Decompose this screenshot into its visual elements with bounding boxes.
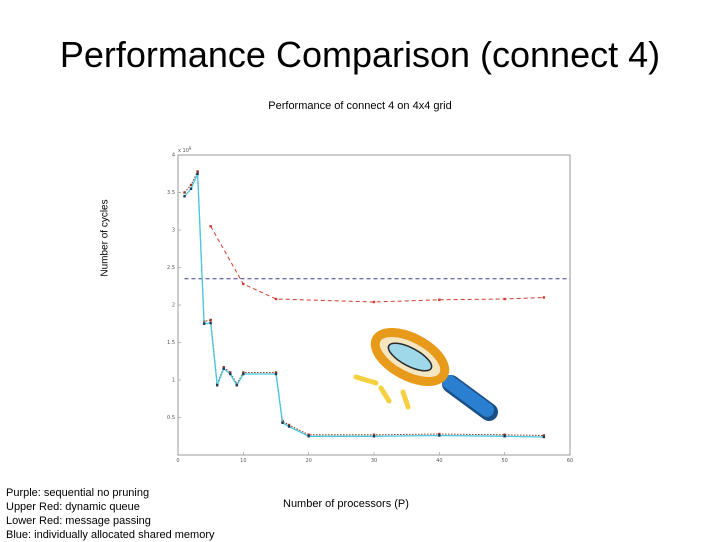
- data-point: [209, 318, 212, 322]
- chart-title: Performance of connect 4 on 4x4 grid: [268, 100, 452, 112]
- y-tick-label: 2: [172, 303, 175, 309]
- data-point: [183, 195, 186, 198]
- x-tick-label: 30: [371, 458, 377, 464]
- data-point: [281, 421, 284, 424]
- data-point: [189, 183, 193, 187]
- y-tick-label: 4: [172, 153, 175, 159]
- magnifier-handle: [442, 375, 494, 417]
- x-tick-label: 0: [176, 458, 179, 464]
- data-series: [183, 170, 570, 439]
- y-tick-label: 1: [172, 378, 175, 384]
- y-tick-label: 0.5: [167, 415, 175, 421]
- data-point: [209, 321, 212, 325]
- data-point: [372, 435, 376, 438]
- slide-title: Performance Comparison (connect 4): [59, 34, 661, 75]
- data-point: [503, 435, 506, 438]
- data-point: [189, 187, 193, 190]
- data-point: [438, 434, 441, 437]
- x-tick-label: 50: [501, 458, 507, 464]
- plot-frame: [177, 154, 571, 456]
- data-point: [287, 423, 291, 427]
- magnifying-glass-icon: [353, 328, 498, 421]
- data-point: [307, 435, 310, 438]
- series-line-red: [210, 226, 544, 303]
- x-tick-label: 10: [240, 458, 246, 464]
- series-line-blue: [184, 173, 544, 438]
- note-purple: Purple: sequential no pruning: [6, 487, 150, 499]
- data-point: [503, 433, 506, 436]
- data-point: [242, 282, 245, 286]
- data-point: [274, 371, 278, 374]
- data-point: [183, 191, 186, 194]
- y-tick-label: 1.5: [167, 340, 175, 346]
- data-point: [542, 434, 546, 437]
- data-point: [209, 225, 212, 228]
- data-point: [287, 425, 291, 428]
- x-tick-label: 20: [305, 458, 311, 464]
- data-point: [542, 435, 546, 439]
- note-lower-red: Lower Red: message passing: [6, 515, 151, 527]
- data-point: [372, 300, 376, 304]
- note-blue: Blue: individually allocated shared memo…: [6, 529, 215, 541]
- data-point: [274, 372, 278, 376]
- data-point: [196, 170, 199, 173]
- x-tick-label: 40: [436, 458, 442, 464]
- y-tick-label: 3.5: [167, 190, 175, 196]
- data-point: [222, 367, 225, 370]
- series-line-red_dark: [184, 171, 544, 436]
- exponent-label: x 109: [178, 146, 192, 154]
- x-tick-label: 60: [567, 458, 573, 464]
- y-tick-label: 2.5: [167, 265, 175, 271]
- data-point: [242, 372, 245, 376]
- data-point: [438, 432, 441, 436]
- data-point: [222, 366, 225, 369]
- magnifier-lens: [387, 342, 433, 372]
- glare-rays: [353, 374, 411, 410]
- data-point: [235, 384, 238, 387]
- data-point: [216, 384, 219, 387]
- axis-ticks: 0 10 20 30 40 50 60 0.5 1 1.5 2 2.5 3 3.5 4: [167, 153, 573, 465]
- data-point: [202, 322, 206, 325]
- data-point: [438, 298, 441, 301]
- note-upper-red: Upper Red: dynamic queue: [6, 501, 140, 513]
- data-point: [307, 433, 310, 436]
- x-axis-label: Number of processors (P): [283, 498, 409, 510]
- data-point: [229, 371, 232, 374]
- data-point: [503, 297, 506, 301]
- data-point: [196, 172, 199, 175]
- data-point: [372, 433, 376, 436]
- y-tick-label: 3: [172, 228, 175, 234]
- data-point: [542, 296, 546, 299]
- series-notes: Purple: sequential no pruning Upper Red:…: [6, 486, 215, 542]
- data-point: [242, 371, 245, 374]
- data-point: [274, 297, 278, 301]
- data-point: [229, 372, 232, 376]
- data-point: [235, 382, 238, 385]
